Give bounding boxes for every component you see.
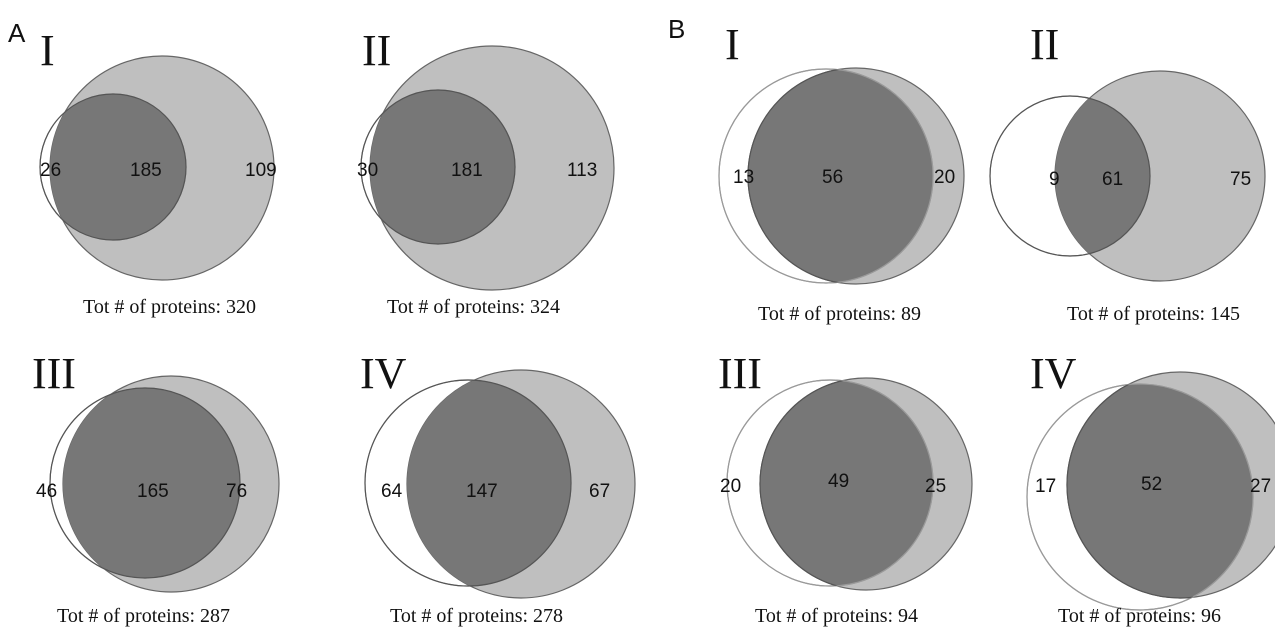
overlap-count: 147 xyxy=(466,481,498,502)
overlap-region xyxy=(50,94,186,240)
only-second-count: 20 xyxy=(934,167,955,188)
only-second-count: 25 xyxy=(925,476,946,497)
total-caption: Tot # of proteins: 145 xyxy=(1067,303,1240,325)
only-second-count: 67 xyxy=(589,481,610,502)
diagram-numeral: IV xyxy=(360,349,407,398)
panel-letter-b: B xyxy=(668,14,685,44)
overlap-count: 61 xyxy=(1102,169,1123,190)
overlap-count: 181 xyxy=(451,160,483,181)
venn-diagram-b-i: I 13 56 20 Tot # of proteins: 89 xyxy=(718,20,965,325)
diagram-numeral: III xyxy=(718,349,762,398)
only-second-count: 113 xyxy=(567,160,597,181)
total-caption: Tot # of proteins: 89 xyxy=(758,303,921,325)
only-first-count: 20 xyxy=(720,476,741,497)
overlap-count: 165 xyxy=(137,481,169,502)
only-first-count: 30 xyxy=(357,160,378,181)
only-first-count: 64 xyxy=(381,481,403,502)
venn-diagram-b-ii: II 9 61 75 Tot # of proteins: 145 xyxy=(989,20,1266,325)
total-caption: Tot # of proteins: 96 xyxy=(1058,605,1221,627)
only-second-count: 75 xyxy=(1230,169,1251,190)
only-second-count: 76 xyxy=(226,481,247,502)
diagram-numeral: I xyxy=(725,20,740,69)
venn-diagram-b-iv: IV 17 52 27 Tot # of proteins: 96 xyxy=(1026,349,1275,627)
only-first-count: 46 xyxy=(36,481,57,502)
venn-diagram-a-iii: III 46 165 76 Tot # of proteins: 287 xyxy=(32,349,280,627)
diagram-numeral: III xyxy=(32,349,76,398)
overlap-region xyxy=(748,69,933,283)
only-second-count: 27 xyxy=(1250,476,1271,497)
venn-diagram-a-i: I 26 185 109 Tot # of proteins: 320 xyxy=(39,26,277,318)
venn-diagram-b-iii: III 20 49 25 Tot # of proteins: 94 xyxy=(718,349,973,627)
diagram-numeral: I xyxy=(40,26,55,75)
total-caption: Tot # of proteins: 278 xyxy=(390,605,563,627)
only-first-count: 9 xyxy=(1049,169,1060,190)
diagram-numeral: II xyxy=(1030,20,1059,69)
total-caption: Tot # of proteins: 94 xyxy=(755,605,918,627)
overlap-count: 185 xyxy=(130,160,162,181)
total-caption: Tot # of proteins: 287 xyxy=(57,605,230,627)
overlap-region xyxy=(407,380,571,586)
diagram-numeral: II xyxy=(362,26,391,75)
overlap-count: 49 xyxy=(828,471,849,492)
only-second-count: 109 xyxy=(245,160,277,181)
only-first-count: 17 xyxy=(1035,476,1056,497)
overlap-count: 52 xyxy=(1141,474,1162,495)
only-first-count: 26 xyxy=(40,160,61,181)
total-caption: Tot # of proteins: 320 xyxy=(83,296,256,318)
venn-diagram-a-ii: II 30 181 113 Tot # of proteins: 324 xyxy=(357,26,615,318)
panel-letter-a: A xyxy=(8,18,26,48)
venn-diagram-a-iv: IV 64 147 67 Tot # of proteins: 278 xyxy=(360,349,636,627)
overlap-count: 56 xyxy=(822,167,843,188)
overlap-region xyxy=(370,90,515,244)
diagram-numeral: IV xyxy=(1030,349,1077,398)
total-caption: Tot # of proteins: 324 xyxy=(387,296,560,318)
overlap-region xyxy=(1055,96,1150,256)
only-first-count: 13 xyxy=(733,167,754,188)
